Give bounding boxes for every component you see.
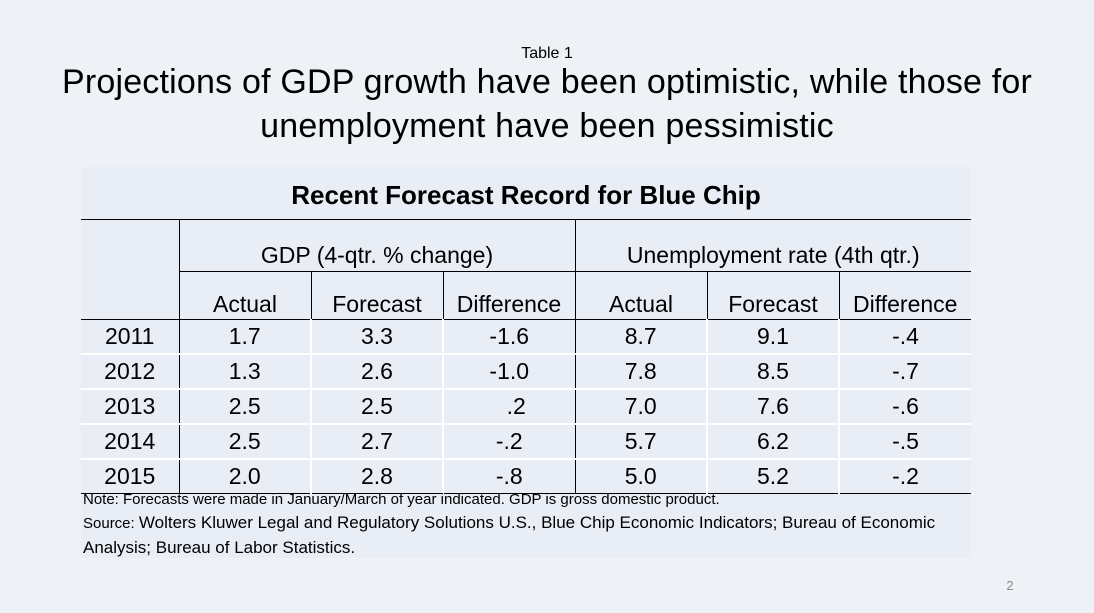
cell-unemp-difference: -.5 (838, 424, 971, 460)
column-header-gdp-difference: Difference (442, 271, 575, 320)
cell-gdp-forecast: 2.6 (310, 354, 443, 390)
source-label: Source: (83, 515, 139, 532)
table-body: 2011 1.7 3.3 -1.6 8.7 9.1 -.4 2012 1.3 2.6 -1.0 7.8… (81, 319, 971, 494)
column-header-gdp-actual: Actual (178, 271, 311, 320)
table-row: 2011 1.7 3.3 -1.6 8.7 9.1 -.4 (81, 319, 971, 355)
cell-unemp-difference: -.6 (838, 389, 971, 425)
cell-gdp-actual: 1.3 (178, 354, 311, 390)
row-year: 2013 (81, 389, 179, 425)
cell-gdp-difference: -.8 (442, 459, 575, 494)
cell-gdp-forecast: 2.7 (310, 424, 443, 460)
table-row: 2015 2.0 2.8 -.8 5.0 5.2 -.2 (81, 459, 971, 494)
table-row: 2013 2.5 2.5.2 7.0 7.6 -.6 (81, 389, 971, 425)
note-text: Note: Forecasts were made in January/Mar… (83, 491, 720, 508)
column-header-gdp-forecast: Forecast (310, 271, 443, 320)
row-year: 2011 (81, 319, 179, 355)
table-row: 2014 2.5 2.7 -.2 5.7 6.2 -.5 (81, 424, 971, 460)
cell-gdp-forecast: 2.8 (310, 459, 443, 494)
table-caption: Recent Forecast Record for Blue Chip (81, 167, 971, 220)
cell-gdp-difference: -.2 (442, 424, 575, 460)
forecast-table-panel: Recent Forecast Record for Blue Chip GDP… (81, 167, 971, 558)
cell-unemp-forecast: 5.2 (706, 459, 839, 494)
source-text: Wolters Kluwer Legal and Regulatory Solu… (83, 513, 936, 557)
cell-gdp-actual: 2.5 (178, 424, 311, 460)
row-year: 2014 (81, 424, 179, 460)
cell-gdp-forecast: 3.3 (310, 319, 443, 355)
stub-column-header (81, 271, 179, 320)
cell-unemp-actual: 7.8 (574, 354, 707, 390)
cell-gdp-actual: 2.0 (178, 459, 311, 494)
column-header-unemp-actual: Actual (574, 271, 707, 320)
stub-header (81, 220, 179, 272)
slide-title: Projections of GDP growth have been opti… (61, 63, 1033, 145)
table-notes: Note: Forecasts were made in January/Mar… (83, 489, 963, 560)
cell-unemp-forecast: 9.1 (706, 319, 839, 355)
cell-gdp-difference: -1.6 (442, 319, 575, 355)
group-header-row: GDP (4-qtr. % change) Unemployment rate … (81, 219, 971, 272)
column-header-row: Actual Forecast Difference Actual Foreca… (81, 271, 971, 320)
cell-gdp-actual: 1.7 (178, 319, 311, 355)
cell-unemp-actual: 8.7 (574, 319, 707, 355)
caption-row: Recent Forecast Record for Blue Chip (81, 167, 971, 220)
cell-unemp-actual: 5.7 (574, 424, 707, 460)
column-header-unemp-difference: Difference (838, 271, 971, 320)
cell-unemp-actual: 7.0 (574, 389, 707, 425)
cell-unemp-forecast: 8.5 (706, 354, 839, 390)
table-row: 2012 1.3 2.6 -1.0 7.8 8.5 -.7 (81, 354, 971, 390)
cell-unemp-difference: -.4 (838, 319, 971, 355)
group-header-unemployment: Unemployment rate (4th qtr.) (574, 219, 971, 272)
cell-gdp-forecast: 2.5 (310, 389, 443, 425)
row-year: 2015 (81, 459, 179, 494)
cell-unemp-forecast: 7.6 (706, 389, 839, 425)
cell-gdp-difference: .2 (442, 389, 575, 425)
slide-label: Table 1 (521, 45, 573, 62)
cell-unemp-difference: -.7 (838, 354, 971, 390)
page-number: 2 (1006, 578, 1014, 593)
cell-unemp-difference: -.2 (838, 459, 971, 494)
forecast-table: Recent Forecast Record for Blue Chip GDP… (81, 167, 971, 494)
column-header-unemp-forecast: Forecast (706, 271, 839, 320)
row-year: 2012 (81, 354, 179, 390)
cell-gdp-difference: -1.0 (442, 354, 575, 390)
cell-unemp-actual: 5.0 (574, 459, 707, 494)
cell-gdp-actual: 2.5 (178, 389, 311, 425)
group-header-gdp: GDP (4-qtr. % change) (178, 219, 575, 272)
cell-unemp-forecast: 6.2 (706, 424, 839, 460)
source-text-block: Source: Wolters Kluwer Legal and Regulat… (83, 511, 963, 560)
